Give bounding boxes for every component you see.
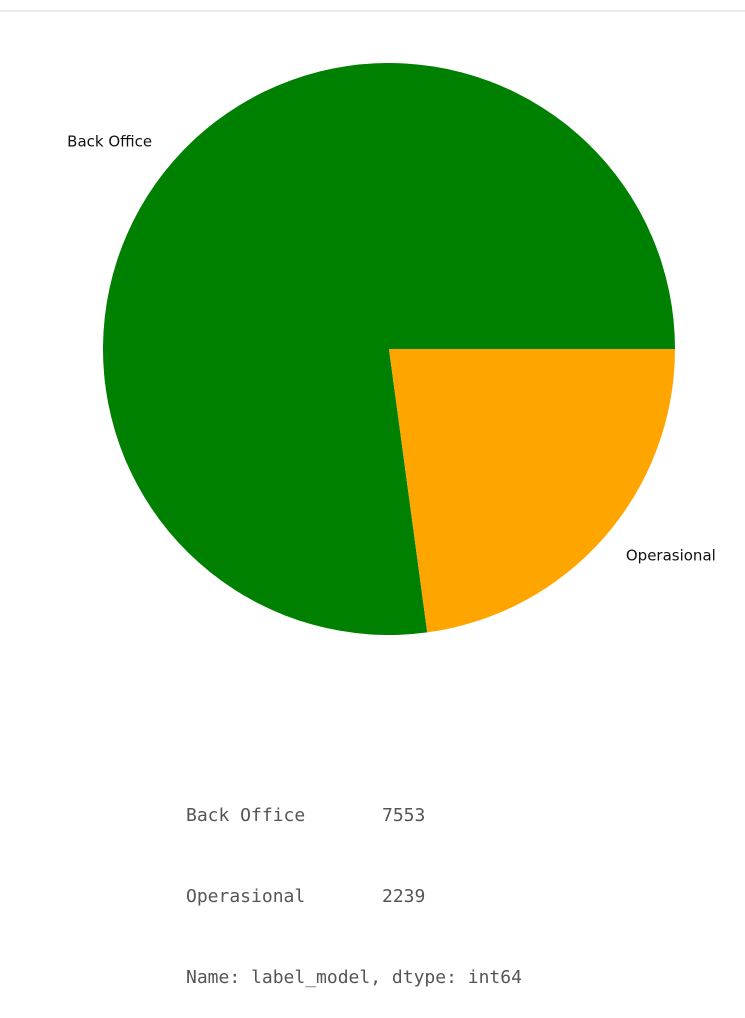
output-row: Back Office 7553 <box>186 802 522 829</box>
output-row-name: Back Office <box>186 805 306 826</box>
pie-labels: Back Office Operasional <box>67 132 716 564</box>
pie-slice <box>103 62 676 635</box>
output-row-value: 2239 <box>382 886 426 907</box>
pie-chart: Back Office Operasional <box>67 62 716 635</box>
output-footer: Name: label_model, dtype: int64 <box>186 967 522 988</box>
cell-divider <box>0 10 745 12</box>
slice-label: Back Office <box>67 132 152 150</box>
series-output: Back Office 7553 Operasional 2239 Name: la… <box>186 748 522 1018</box>
output-row-value: 7553 <box>382 805 426 826</box>
slice-label: Operasional <box>626 547 716 565</box>
pie-slice <box>389 349 675 633</box>
output-row-name: Operasional <box>186 886 306 907</box>
output-row: Operasional 2239 <box>186 883 522 910</box>
pie-slices <box>103 62 676 635</box>
